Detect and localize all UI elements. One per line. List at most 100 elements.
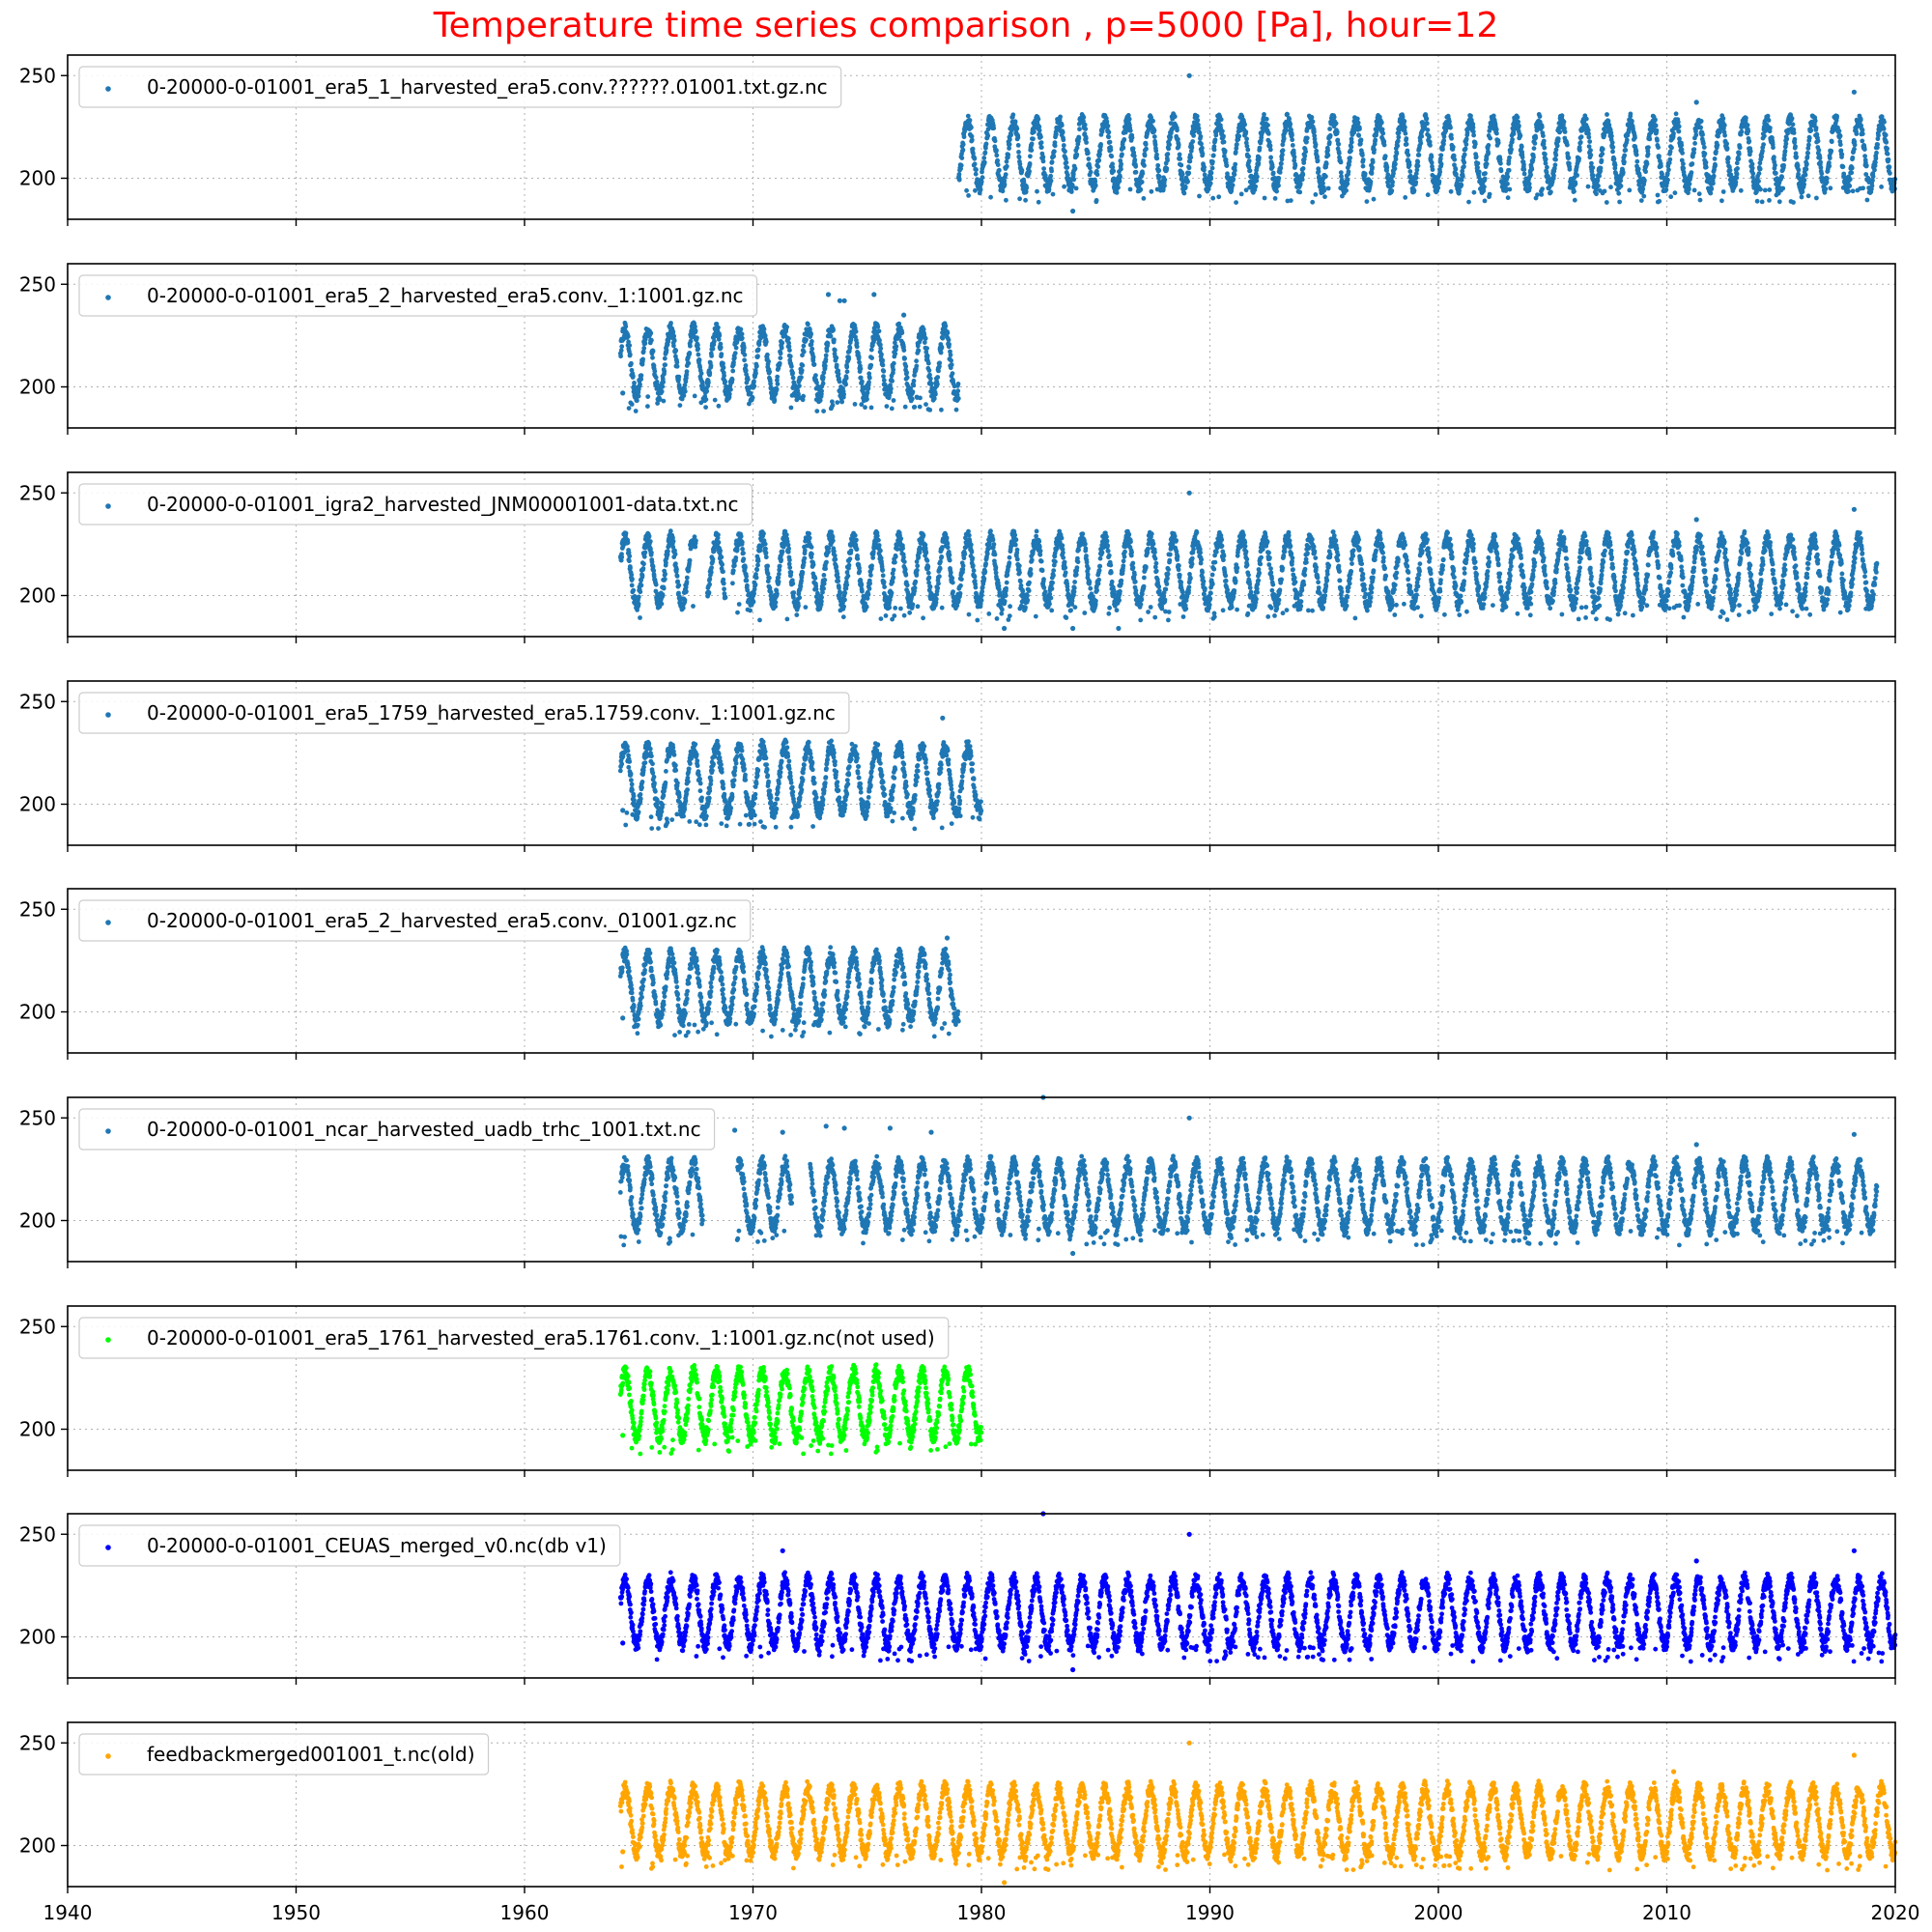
data-point — [1265, 131, 1271, 136]
data-point — [985, 133, 991, 139]
data-point — [1360, 163, 1366, 169]
data-point — [660, 592, 666, 597]
data-point — [904, 375, 910, 381]
data-point — [824, 348, 830, 354]
data-point — [1309, 115, 1315, 120]
data-point — [726, 391, 732, 397]
data-point — [1737, 145, 1743, 151]
data-point — [1642, 178, 1647, 184]
data-point — [1566, 156, 1572, 160]
data-point — [1104, 119, 1110, 125]
data-point — [983, 141, 989, 147]
data-point — [1516, 119, 1520, 125]
data-point — [890, 379, 895, 384]
data-point — [1453, 166, 1459, 172]
data-point — [1701, 145, 1707, 150]
data-point — [1052, 143, 1058, 149]
data-point — [1336, 151, 1342, 156]
data-point — [1623, 148, 1629, 153]
data-point — [1620, 170, 1626, 176]
data-point — [1691, 187, 1697, 193]
series-points — [617, 490, 1880, 632]
data-point — [1042, 173, 1048, 179]
data-point — [956, 177, 962, 183]
data-point — [753, 371, 758, 376]
data-point — [1406, 162, 1412, 168]
data-point — [1874, 150, 1879, 156]
data-point — [778, 355, 783, 360]
data-point — [1210, 159, 1215, 164]
data-point — [823, 353, 829, 358]
data-point — [717, 333, 723, 338]
data-point — [801, 349, 807, 355]
data-point — [1082, 122, 1088, 128]
data-point — [865, 396, 869, 402]
data-point — [947, 342, 952, 347]
data-point — [1604, 200, 1609, 205]
outlier-point — [1070, 208, 1076, 214]
data-point — [1599, 157, 1605, 163]
data-point — [1462, 159, 1467, 165]
data-point — [1693, 132, 1699, 138]
data-point — [1140, 171, 1146, 177]
data-point — [1756, 171, 1762, 177]
data-point — [935, 375, 941, 380]
data-point — [1036, 199, 1041, 205]
data-point — [1837, 142, 1843, 148]
data-point — [1653, 117, 1658, 123]
data-point — [961, 134, 967, 140]
data-point — [973, 187, 978, 193]
data-point — [1602, 188, 1607, 194]
data-point — [1722, 132, 1727, 138]
data-point — [1860, 131, 1865, 137]
data-point — [1334, 129, 1340, 135]
data-point — [677, 403, 683, 408]
data-point — [1884, 139, 1889, 145]
outlier-point — [620, 390, 626, 396]
data-point — [645, 404, 650, 409]
data-point — [676, 582, 682, 588]
data-point — [881, 368, 887, 374]
data-point — [1304, 139, 1309, 145]
data-point — [910, 389, 916, 394]
data-point — [1768, 126, 1773, 130]
data-point — [686, 360, 692, 366]
data-point — [1010, 112, 1016, 118]
data-point — [1862, 154, 1867, 159]
data-point — [1529, 166, 1535, 172]
data-point — [1315, 157, 1321, 163]
data-point — [1505, 195, 1511, 201]
data-point — [1234, 200, 1238, 206]
data-point — [723, 379, 728, 384]
data-point — [1470, 125, 1476, 130]
data-point — [703, 405, 708, 410]
data-point — [1612, 162, 1618, 168]
data-point — [1887, 164, 1892, 170]
data-point — [1058, 114, 1063, 120]
data-point — [663, 362, 668, 368]
data-point — [1050, 191, 1056, 197]
data-point — [1531, 155, 1536, 160]
data-point — [629, 360, 634, 366]
data-point — [799, 368, 805, 373]
data-point — [1870, 174, 1876, 180]
data-point — [1132, 157, 1138, 162]
data-point — [1392, 166, 1398, 172]
data-point — [911, 378, 917, 384]
data-point — [991, 126, 997, 131]
data-point — [1390, 180, 1395, 185]
data-point — [1321, 187, 1327, 193]
data-point — [1472, 141, 1478, 147]
data-point — [1819, 171, 1825, 177]
data-point — [1131, 154, 1137, 158]
data-point — [927, 376, 933, 382]
data-point — [834, 362, 839, 368]
data-point — [967, 118, 973, 123]
data-point — [1153, 148, 1159, 154]
data-point — [924, 346, 929, 351]
data-point — [810, 355, 816, 360]
data-point — [1268, 155, 1273, 160]
data-point — [1691, 147, 1697, 153]
data-point — [640, 356, 645, 362]
data-point — [1200, 151, 1206, 156]
